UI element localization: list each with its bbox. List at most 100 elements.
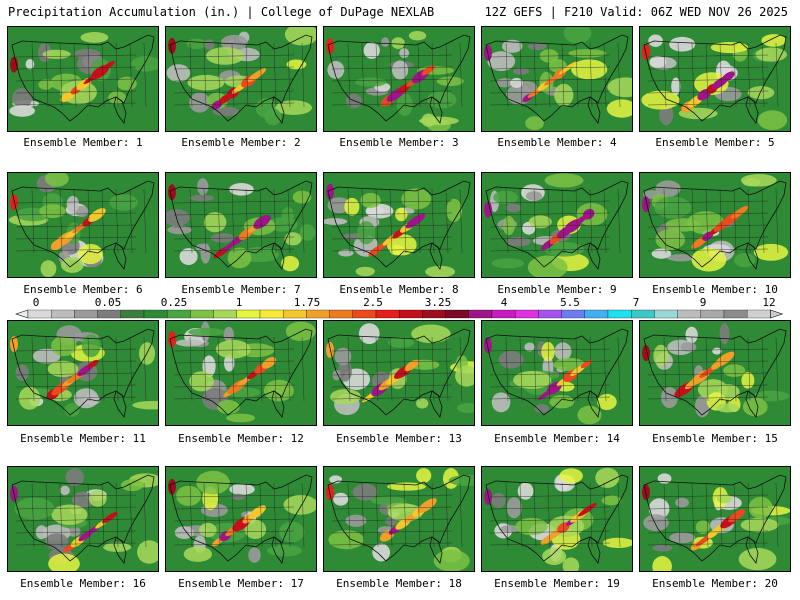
precip-map-image [166, 321, 316, 425]
ensemble-member-label: Ensemble Member: 10 [652, 283, 778, 296]
ensemble-member-map [165, 320, 317, 426]
ensemble-member-label: Ensemble Member: 20 [652, 577, 778, 590]
colorbar-segment [352, 309, 377, 319]
colorbar-segment [167, 309, 191, 319]
colorbar-tick-label: 7 [633, 296, 640, 309]
page-title: Precipitation Accumulation (in.) | Colle… [8, 5, 435, 19]
colorbar-segment [97, 309, 121, 319]
colorbar-tick-label: 2.5 [363, 296, 383, 309]
colorbar-segment [515, 309, 539, 319]
ensemble-member-label: Ensemble Member: 17 [178, 577, 304, 590]
colorbar-tick-label: 1 [236, 296, 243, 309]
precip-map-image [482, 173, 632, 277]
colorbar-segment [607, 309, 632, 319]
ensemble-member-map [165, 172, 317, 278]
ensemble-member-label: Ensemble Member: 14 [494, 432, 620, 445]
ensemble-member-map [7, 172, 159, 278]
colorbar-segment [143, 309, 168, 319]
ensemble-member-map [639, 26, 791, 132]
colorbar-tick-label: 0.25 [161, 296, 188, 309]
precip-map-image [640, 467, 790, 571]
ensemble-member-map [481, 172, 633, 278]
ensemble-member-map [323, 320, 475, 426]
precip-map-image [482, 467, 632, 571]
precip-map-image [640, 27, 790, 131]
colorbar-tick-label: 1.75 [294, 296, 321, 309]
colorbar-segment [723, 309, 748, 319]
precip-map-image [166, 173, 316, 277]
precip-map-image [324, 467, 474, 571]
colorbar-right-arrow [770, 309, 784, 319]
ensemble-member-label: Ensemble Member: 12 [178, 432, 304, 445]
ensemble-member-map [639, 320, 791, 426]
colorbar-segment [422, 309, 446, 319]
ensemble-member-label: Ensemble Member: 19 [494, 577, 620, 590]
colorbar-tick-label: 0 [33, 296, 40, 309]
ensemble-member-map [323, 26, 475, 132]
colorbar-segment [329, 309, 353, 319]
precip-map-image [8, 27, 158, 131]
ensemble-member-map [7, 320, 159, 426]
ensemble-member-map [639, 466, 791, 572]
colorbar-segment [306, 309, 330, 319]
colorbar-left-arrow [15, 309, 29, 319]
colorbar-segment [561, 309, 585, 319]
ensemble-member-map [7, 26, 159, 132]
colorbar-segment [283, 309, 307, 319]
precip-map-image [640, 173, 790, 277]
ensemble-member-label: Ensemble Member: 5 [655, 136, 775, 149]
ensemble-member-map [481, 466, 633, 572]
precip-map-image [8, 173, 158, 277]
ensemble-member-label: Ensemble Member: 15 [652, 432, 778, 445]
colorbar-segment [677, 309, 701, 319]
ensemble-member-label: Ensemble Member: 18 [336, 577, 462, 590]
ensemble-member-map [165, 466, 317, 572]
colorbar-segment [120, 309, 145, 319]
colorbar-tick-label: 9 [700, 296, 707, 309]
colorbar-segment [190, 309, 214, 319]
colorbar-segment [538, 309, 562, 319]
colorbar-tick-label: 5.5 [560, 296, 580, 309]
ensemble-member-map [323, 466, 475, 572]
colorbar-segment [399, 309, 423, 319]
ensemble-member-label: Ensemble Member: 3 [339, 136, 459, 149]
colorbar-segment [491, 309, 516, 319]
precip-map-image [324, 321, 474, 425]
precip-map-image [8, 321, 158, 425]
colorbar-segment [27, 309, 52, 319]
ensemble-member-map [7, 466, 159, 572]
precip-map-image [8, 467, 158, 571]
colorbar-segment [584, 309, 609, 319]
precip-map-image [324, 27, 474, 131]
ensemble-member-label: Ensemble Member: 9 [497, 283, 617, 296]
colorbar-segment [51, 309, 75, 319]
colorbar-segment [700, 309, 725, 319]
colorbar-tick-label: 3.25 [425, 296, 452, 309]
colorbar-segment [747, 309, 771, 319]
ensemble-member-label: Ensemble Member: 13 [336, 432, 462, 445]
colorbar-segment [631, 309, 655, 319]
colorbar-segment [654, 309, 678, 319]
colorbar-segment [468, 309, 493, 319]
colorbar-segment [74, 309, 98, 319]
colorbar-segment [213, 309, 237, 319]
colorbar-tick-label: 0.05 [95, 296, 122, 309]
run-info: 12Z GEFS | F210 Valid: 06Z WED NOV 26 20… [484, 5, 788, 19]
ensemble-member-label: Ensemble Member: 16 [20, 577, 146, 590]
ensemble-member-map [481, 320, 633, 426]
precip-map-image [166, 467, 316, 571]
colorbar-segment [259, 309, 284, 319]
ensemble-member-map [639, 172, 791, 278]
ensemble-member-label: Ensemble Member: 1 [23, 136, 143, 149]
precip-map-image [482, 27, 632, 131]
precip-map-image [166, 27, 316, 131]
precip-map-image [640, 321, 790, 425]
ensemble-member-label: Ensemble Member: 4 [497, 136, 617, 149]
ensemble-member-label: Ensemble Member: 2 [181, 136, 301, 149]
ensemble-member-label: Ensemble Member: 6 [23, 283, 143, 296]
ensemble-member-map [481, 26, 633, 132]
colorbar-tick-label: 12 [762, 296, 775, 309]
ensemble-member-label: Ensemble Member: 11 [20, 432, 146, 445]
colorbar-segment [375, 309, 400, 319]
ensemble-member-map [323, 172, 475, 278]
